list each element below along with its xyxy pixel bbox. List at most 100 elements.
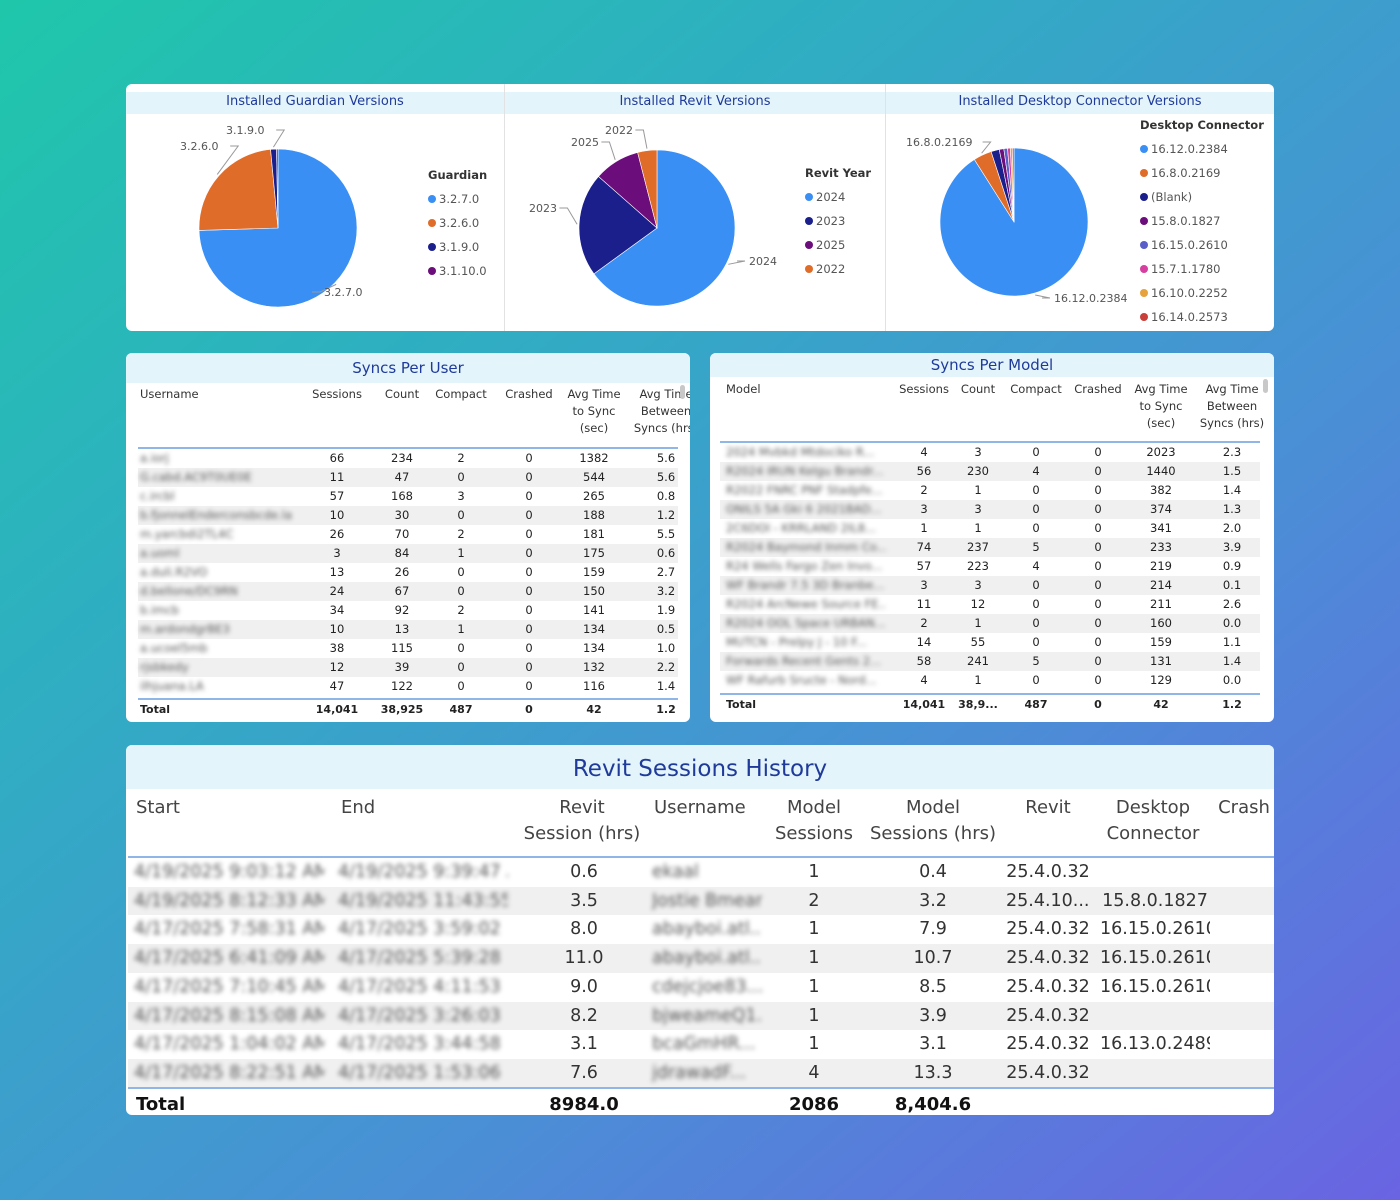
legend-item-3-1-9-0[interactable]: 3.1.9.0 <box>428 235 487 259</box>
table-row[interactable]: b.imcb 34 92 2 0 141 1.9 <box>138 601 678 620</box>
value-cell: 3.2 <box>656 584 676 598</box>
scrollbar-thumb[interactable] <box>680 385 685 399</box>
column-header-count[interactable]: Count <box>960 382 996 396</box>
value-cell: 0 <box>1032 597 1040 611</box>
value-cell: 0 <box>1032 578 1040 592</box>
legend-label: (Blank) <box>1151 190 1193 204</box>
table-row[interactable]: WF Brandr 7.5 3D Branbe... 3 3 0 0 214 0.1 <box>720 576 1260 595</box>
legend-item-blank[interactable]: (Blank) <box>1140 185 1264 209</box>
table-row[interactable]: 4/19/2025 8:12:33 AM 4/19/2025 11:43:55 A… <box>128 886 1274 916</box>
column-header-model[interactable]: Model <box>726 382 761 396</box>
table-row[interactable]: R24 Wells Fargo Zen Invo... 57 223 4 0 219 0.9 <box>720 557 1260 576</box>
legend-item-16-15-0-2610[interactable]: 16.15.0.2610 <box>1140 233 1264 257</box>
table-row[interactable]: m.yarcbdi2TL4C 26 70 2 0 181 5.5 <box>138 525 678 544</box>
column-header-avg-time-between-syncs-hrs[interactable]: Avg Time Between Syncs (hrs) <box>633 387 690 435</box>
value-cell: 1 <box>457 622 465 636</box>
column-header-desktop-connector[interactable]: Desktop Connector <box>1106 797 1200 844</box>
table-row[interactable]: R2024 ArcNewe Source FE... 11 12 0 0 211 2.6 <box>720 595 1260 614</box>
table-row[interactable]: 4/17/2025 6:41:09 AM 4/17/2025 5:39:28 PM… <box>128 944 1274 973</box>
pie-slice-2024[interactable] <box>593 149 736 307</box>
column-header-crashed[interactable]: Crashed <box>505 387 553 401</box>
pie-slice-16-14-0-2573[interactable] <box>1012 147 1015 223</box>
legend-item-2023[interactable]: 2023 <box>805 209 871 233</box>
column-header-sessions[interactable]: Sessions <box>312 387 362 401</box>
legend-item-16-12-0-2384[interactable]: 16.12.0.2384 <box>1140 137 1264 161</box>
table-row[interactable]: 4/19/2025 9:03:12 AM 4/19/2025 9:39:47 AM… <box>128 858 1274 887</box>
column-header-avg-time-between-syncs-hrs[interactable]: Avg Time Between Syncs (hrs) <box>1199 382 1265 430</box>
table-row[interactable]: 4/17/2025 8:22:51 AM 4/17/2025 1:53:06 PM… <box>128 1058 1274 1088</box>
value-cell: 56 <box>916 464 932 478</box>
table-row[interactable]: 2C6DOI - KRRLAND 2IL8... 1 1 0 0 341 2.0 <box>720 519 1260 538</box>
column-header-model-sessions-hrs[interactable]: Model Sessions (hrs) <box>869 797 996 844</box>
table-row[interactable]: 4/17/2025 1:04:02 AM 4/17/2025 3:44:58 PM… <box>128 1030 1274 1059</box>
total-value: 8,404.6 <box>894 1094 972 1115</box>
table-row[interactable]: 4/17/2025 7:10:45 AM 4/17/2025 4:11:53 PM… <box>128 973 1274 1002</box>
value-cell: 0 <box>525 660 533 674</box>
legend-item-3-2-7-0[interactable]: 3.2.7.0 <box>428 187 487 211</box>
value-cell: 0 <box>1032 502 1040 516</box>
column-header-username[interactable]: Username <box>140 387 199 401</box>
table-row[interactable]: R2024 Baymond Inmm Co... 74 237 5 0 233 3.9 <box>720 538 1260 557</box>
table-row[interactable]: a.duli.R2VO 13 26 0 0 159 2.7 <box>138 563 678 582</box>
pie-slice-3-2-6-0[interactable] <box>198 149 279 231</box>
legend-item-2024[interactable]: 2024 <box>805 185 871 209</box>
table-row[interactable]: MUTCN - Prelpy J - 10 F... 14 55 0 0 159 1.1 <box>720 633 1260 652</box>
table-row[interactable]: 2024 Mvbkd Mtdociko R... 4 3 0 0 2023 2.3 <box>720 443 1260 462</box>
legend-item-15-8-0-1827[interactable]: 15.8.0.1827 <box>1140 209 1264 233</box>
column-header-count[interactable]: Count <box>384 387 420 401</box>
legend-item-2022[interactable]: 2022 <box>805 257 871 281</box>
table-row[interactable]: d.bellone/DC9RN 24 67 0 0 150 3.2 <box>138 582 678 601</box>
pie-slice-2023[interactable] <box>578 175 658 275</box>
table-row[interactable]: rjsbkedy 12 39 0 0 132 2.2 <box>138 658 678 677</box>
value-cell: 0 <box>1032 635 1040 649</box>
table-row[interactable]: a.ucoel5mb 38 115 0 0 134 1.0 <box>138 639 678 658</box>
legend-item-2025[interactable]: 2025 <box>805 233 871 257</box>
legend-item-16-14-0-2573[interactable]: 16.14.0.2573 <box>1140 305 1264 329</box>
column-header-model-sessions[interactable]: Model Sessions <box>774 797 854 844</box>
name-cell: ilhjuana.LA <box>140 679 204 693</box>
table-row[interactable]: 4/17/2025 8:15:08 AM 4/17/2025 3:26:03 PM… <box>128 1001 1274 1031</box>
legend-item-3-1-10-0[interactable]: 3.1.10.0 <box>428 259 487 283</box>
table-row[interactable]: a.iorj 66 234 2 0 1382 5.6 <box>138 449 678 468</box>
table-row[interactable]: 4/17/2025 7:58:31 AM 4/17/2025 3:59:02 PM… <box>128 915 1274 944</box>
column-header-avg-time-to-sync-sec[interactable]: Avg Time to Sync (sec) <box>567 387 621 435</box>
value-cell: 0.8 <box>656 489 676 503</box>
column-header-sessions[interactable]: Sessions <box>899 382 949 396</box>
value-cell: 0 <box>1032 673 1040 687</box>
table-row[interactable]: G.cabd.AC9T0UE0E 11 47 0 0 544 5.6 <box>138 468 678 487</box>
column-header-end[interactable]: End <box>341 797 376 818</box>
table-row[interactable]: WF Rafurb Sructe - Nord... 4 1 0 0 129 0.0 <box>720 671 1260 690</box>
column-header-compact[interactable]: Compact <box>1010 382 1062 396</box>
table-row[interactable]: a.uoml 3 84 1 0 175 0.6 <box>138 544 678 563</box>
start-cell: 4/17/2025 6:41:09 AM <box>134 948 324 969</box>
table-row[interactable]: R2022 FNRC PNF Stadpfe... 2 1 0 0 382 1.4 <box>720 481 1260 500</box>
legend-item-15-7-1-1780[interactable]: 15.7.1.1780 <box>1140 257 1264 281</box>
value-cell: 234 <box>391 451 413 465</box>
pie-slice-2022[interactable] <box>637 149 658 229</box>
revit-sessions-history-card: Revit Sessions History Start End Revit Ses… <box>126 745 1274 1115</box>
value-cell: 150 <box>583 584 605 598</box>
legend-item-3-2-6-0[interactable]: 3.2.6.0 <box>428 211 487 235</box>
table-row[interactable]: m.ardondgrBE3 10 13 1 0 134 0.5 <box>138 620 678 639</box>
table-row[interactable]: c.ircbl 57 168 3 0 265 0.8 <box>138 487 678 506</box>
table-row[interactable]: R2024 IRUN Kelgu Brandr... 56 230 4 0 1440 1.5 <box>720 462 1260 481</box>
callout-line <box>601 141 616 160</box>
table-row[interactable]: Forwards Recent Gents 2... 58 241 5 0 131 1.4 <box>720 652 1260 671</box>
value-cell: 141 <box>583 603 605 617</box>
column-header-revit-session-hrs[interactable]: Revit Session (hrs) <box>523 797 641 844</box>
table-row[interactable]: ONILS 5A Gki 6 2021BAD... 3 3 0 0 374 1.3 <box>720 500 1260 519</box>
pie-slice-3-1-10-0[interactable] <box>276 148 279 229</box>
column-header-avg-time-to-sync-sec[interactable]: Avg Time to Sync (sec) <box>1134 382 1188 430</box>
legend-item-16-10-0-2252[interactable]: 16.10.0.2252 <box>1140 281 1264 305</box>
scrollbar-thumb[interactable] <box>1263 379 1268 393</box>
legend-item-16-8-0-2169[interactable]: 16.8.0.2169 <box>1140 161 1264 185</box>
table-row[interactable]: ilhjuana.LA 47 122 0 0 116 1.4 <box>138 677 678 696</box>
table-row[interactable]: b.fjonnelEnderconsbcde.la 10 30 0 0 188 1.2 <box>138 506 678 525</box>
column-header-start[interactable]: Start <box>136 797 180 818</box>
column-header-crash[interactable]: Crash <box>1218 797 1270 818</box>
table-row[interactable]: R2024 OOL Space URBAN... 2 1 0 0 160 0.0 <box>720 614 1260 633</box>
column-header-compact[interactable]: Compact <box>435 387 487 401</box>
column-header-crashed[interactable]: Crashed <box>1074 382 1122 396</box>
column-header-revit[interactable]: Revit <box>1025 797 1071 818</box>
column-header-username[interactable]: Username <box>654 797 746 818</box>
